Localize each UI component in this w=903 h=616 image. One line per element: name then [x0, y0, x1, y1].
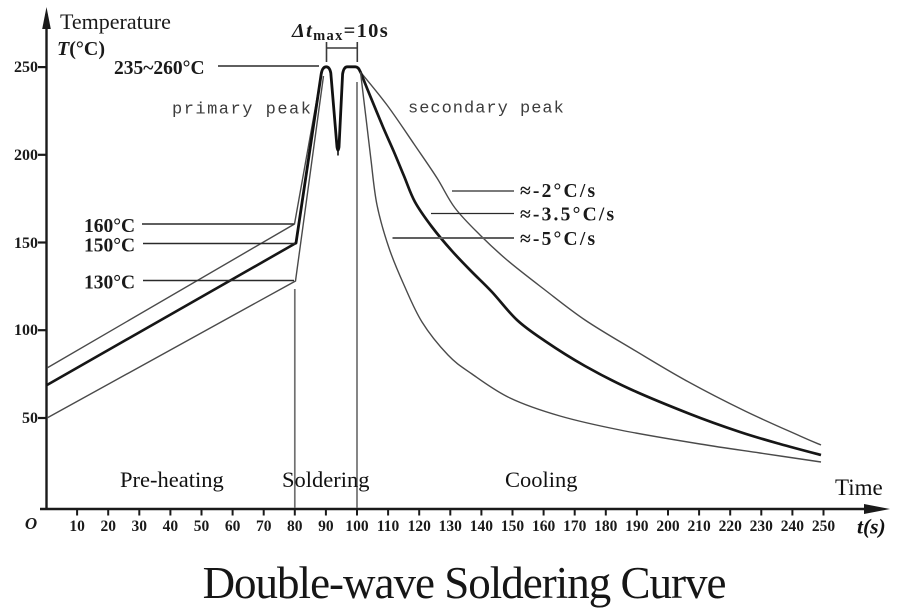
svg-text:120: 120: [408, 518, 432, 535]
svg-text:90: 90: [318, 518, 334, 535]
svg-text:100: 100: [345, 518, 369, 535]
svg-text:170: 170: [563, 518, 587, 535]
svg-text:70: 70: [256, 518, 272, 535]
svg-text:235~260°C: 235~260°C: [114, 58, 205, 79]
svg-text:Time: Time: [835, 475, 883, 500]
svg-text:10: 10: [69, 518, 85, 535]
svg-text:130°C: 130°C: [84, 273, 135, 294]
svg-text:secondary peak: secondary peak: [408, 100, 565, 119]
svg-text:220: 220: [719, 518, 743, 535]
svg-text:250: 250: [812, 518, 836, 535]
svg-text:180: 180: [594, 518, 618, 535]
svg-text:Double-wave Soldering Curve: Double-wave Soldering Curve: [203, 558, 726, 608]
svg-text:150: 150: [14, 235, 38, 252]
svg-text:primary peak: primary peak: [172, 101, 312, 120]
svg-text:150: 150: [501, 518, 525, 535]
svg-text:40: 40: [163, 518, 179, 535]
svg-text:100: 100: [14, 322, 38, 339]
svg-text:200: 200: [14, 147, 38, 164]
svg-text:60: 60: [225, 518, 241, 535]
svg-text:≈-3.5°C/s: ≈-3.5°C/s: [520, 205, 616, 226]
svg-text:Cooling: Cooling: [505, 467, 578, 492]
svg-text:190: 190: [625, 518, 649, 535]
svg-text:130: 130: [439, 518, 463, 535]
svg-text:Δtmax=10s: Δtmax=10s: [291, 20, 389, 44]
svg-text:Temperature: Temperature: [60, 9, 171, 34]
svg-text:50: 50: [194, 518, 210, 535]
svg-text:140: 140: [470, 518, 494, 535]
svg-text:30: 30: [132, 518, 148, 535]
svg-text:80: 80: [287, 518, 303, 535]
svg-text:≈-2°C/s: ≈-2°C/s: [520, 181, 597, 202]
svg-text:≈-5°C/s: ≈-5°C/s: [520, 229, 597, 250]
svg-text:Pre-heating: Pre-heating: [120, 467, 224, 492]
svg-text:250: 250: [14, 59, 38, 76]
svg-text:20: 20: [100, 518, 116, 535]
svg-text:Soldering: Soldering: [282, 467, 370, 492]
svg-text:240: 240: [781, 518, 805, 535]
svg-text:160: 160: [532, 518, 556, 535]
svg-text:230: 230: [750, 518, 774, 535]
svg-text:110: 110: [377, 518, 400, 535]
svg-text:50: 50: [22, 410, 38, 427]
svg-text:O: O: [25, 514, 37, 533]
svg-text:200: 200: [656, 518, 680, 535]
svg-text:210: 210: [687, 518, 711, 535]
svg-text:150°C: 150°C: [84, 236, 135, 257]
svg-text:t(s): t(s): [857, 515, 886, 539]
svg-text:160°C: 160°C: [84, 216, 135, 237]
svg-text:T(°C): T(°C): [57, 38, 105, 60]
